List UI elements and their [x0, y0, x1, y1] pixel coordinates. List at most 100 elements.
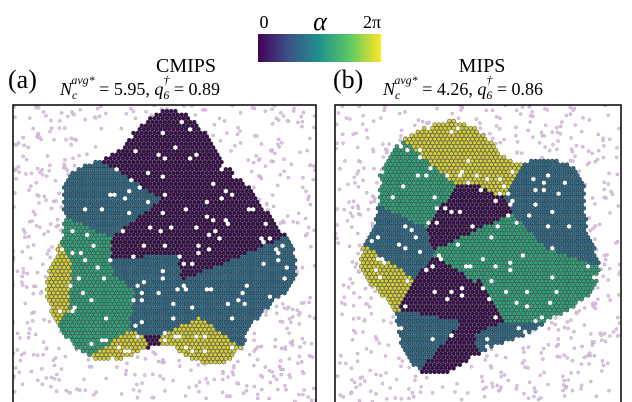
particle: [192, 207, 197, 212]
particle: [68, 261, 73, 267]
particle: [84, 283, 90, 288]
particle: [382, 108, 386, 113]
particle: [221, 221, 226, 227]
particle: [124, 368, 129, 373]
particle: [137, 243, 142, 248]
particle: [445, 238, 450, 244]
particle: [131, 276, 136, 281]
particle: [407, 209, 412, 215]
particle: [133, 372, 137, 377]
particle: [139, 152, 145, 158]
particle: [457, 224, 463, 229]
particle: [61, 287, 67, 292]
particle: [279, 346, 284, 351]
particle: [135, 319, 140, 325]
particle: [407, 195, 412, 200]
particle: [160, 327, 166, 332]
particle: [428, 195, 433, 200]
particle: [227, 181, 233, 187]
particle: [276, 118, 281, 122]
particle: [572, 346, 577, 351]
particle: [168, 254, 174, 259]
particle: [238, 214, 243, 219]
particle: [371, 119, 376, 123]
particle: [95, 316, 100, 321]
particle: [143, 357, 148, 361]
particle: [196, 185, 201, 190]
particle: [192, 199, 197, 205]
particle: [202, 247, 208, 252]
particle: [87, 272, 92, 277]
particle: [401, 162, 406, 167]
particle: [168, 261, 174, 267]
particle: [267, 287, 273, 292]
particle: [581, 235, 586, 240]
particle: [168, 305, 174, 310]
particle: [577, 191, 582, 196]
particle: [200, 316, 205, 321]
particle: [210, 334, 216, 339]
particle: [432, 129, 437, 135]
particle: [110, 167, 115, 172]
particle: [231, 290, 237, 296]
particle: [595, 157, 600, 162]
particle: [575, 180, 580, 186]
particle: [152, 145, 157, 150]
particle: [19, 352, 24, 357]
particle: [74, 199, 79, 205]
particle: [161, 377, 166, 381]
particle: [286, 254, 291, 259]
particle: [156, 254, 161, 259]
particle: [514, 162, 519, 167]
particle: [187, 316, 193, 321]
particle: [472, 220, 477, 226]
particle: [453, 122, 458, 127]
particle: [529, 224, 534, 229]
particle: [252, 384, 256, 389]
particle: [451, 118, 456, 124]
particle: [160, 298, 166, 303]
particle: [410, 390, 415, 395]
particle: [164, 174, 170, 179]
particle: [196, 294, 201, 299]
particle: [171, 279, 176, 285]
particle: [464, 242, 469, 247]
particle: [564, 113, 569, 118]
particle: [202, 319, 208, 325]
particle: [229, 243, 235, 248]
particle: [213, 338, 218, 343]
particle: [99, 287, 105, 292]
particle: [490, 108, 495, 113]
particle: [309, 398, 314, 402]
particle: [82, 214, 88, 219]
particle: [274, 290, 279, 296]
particle: [20, 382, 25, 387]
particle: [150, 170, 155, 176]
particle: [290, 307, 295, 312]
particle: [208, 243, 214, 248]
particle: [449, 187, 454, 193]
colorbar-symbol: α: [313, 7, 328, 36]
particle: [135, 152, 140, 158]
particle: [531, 206, 536, 211]
particle: [430, 191, 435, 196]
particle: [76, 210, 82, 216]
particle: [263, 228, 268, 234]
particle: [270, 122, 275, 126]
particle: [403, 151, 408, 156]
particle: [108, 236, 113, 241]
particle: [36, 131, 41, 136]
particle: [154, 134, 159, 139]
particle: [129, 323, 134, 328]
particle: [208, 192, 214, 198]
particle: [164, 327, 170, 332]
particle: [579, 195, 584, 200]
particle: [192, 345, 197, 350]
particle: [485, 206, 490, 211]
particle: [141, 250, 147, 256]
particle: [125, 361, 129, 366]
particle: [150, 372, 155, 377]
particle: [202, 130, 208, 136]
particle: [40, 366, 44, 371]
particle: [388, 155, 393, 160]
